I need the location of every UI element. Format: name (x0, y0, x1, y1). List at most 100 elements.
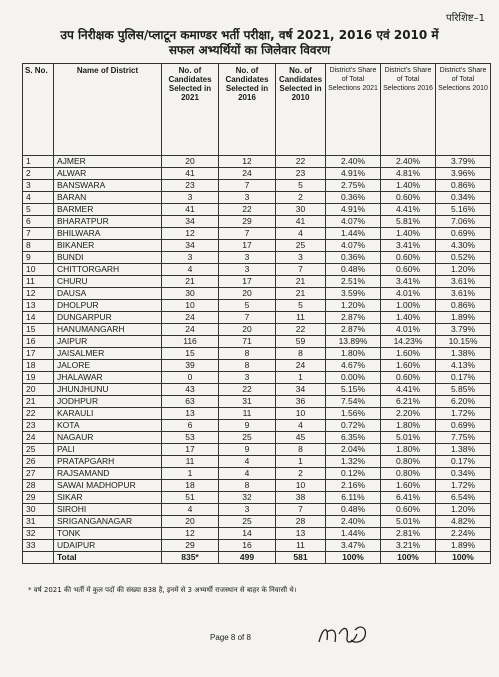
cell-district: PRATAPGARH (53, 455, 162, 468)
header-share-2010: District's Share of Total Selections 201… (435, 63, 491, 156)
cell-share-2016: 4.41% (380, 203, 436, 216)
cell-share-2010: 1.38% (435, 347, 491, 360)
cell-count-2010: 36 (275, 395, 326, 408)
cell-share-2016: 4.81% (380, 167, 436, 180)
cell-share-2010: 1.20% (435, 263, 491, 276)
cell-share-2016: 0.60% (380, 191, 436, 204)
cell-count-2021: 24 (161, 323, 219, 336)
cell-district: BHARATPUR (53, 215, 162, 228)
table-row: 3 BANSWARA 23 7 5 2.75% 1.40% 0.86% (22, 179, 491, 192)
table-row: 12 DAUSA 30 20 21 3.59% 4.01% 3.61% (22, 287, 491, 300)
table-row: 32 TONK 12 14 13 1.44% 2.81% 2.24% (22, 527, 491, 540)
cell-share-2016: 1.00% (380, 299, 436, 312)
cell-share-2010: 6.54% (435, 491, 491, 504)
table-row: 17 JAISALMER 15 8 8 1.80% 1.60% 1.38% (22, 347, 491, 360)
title-line-2: सफल अभ्यर्थियों का जिलेवार विवरण (168, 43, 331, 57)
cell-count-2016: 8 (218, 359, 276, 372)
cell-count-2010: 4 (275, 419, 326, 432)
total-count-2010: 581 (275, 551, 326, 564)
cell-share-2010: 7.06% (435, 215, 491, 228)
cell-share-2016: 0.60% (380, 371, 436, 384)
cell-share-2010: 5.85% (435, 383, 491, 396)
cell-sno: 8 (22, 239, 54, 252)
signature-mark (318, 626, 367, 643)
cell-count-2010: 4 (275, 227, 326, 240)
cell-district: TONK (53, 527, 162, 540)
cell-count-2010: 10 (275, 407, 326, 420)
cell-count-2016: 7 (218, 179, 276, 192)
cell-share-2010: 0.34% (435, 467, 491, 480)
table-row: 19 JHALAWAR 0 3 1 0.00% 0.60% 0.17% (22, 371, 491, 384)
cell-sno: 23 (22, 419, 54, 432)
cell-district: DUNGARPUR (53, 311, 162, 324)
header-count-2021: No. of Candidates Selected in 2021 (161, 63, 219, 156)
cell-share-2010: 0.69% (435, 419, 491, 432)
cell-share-2016: 1.40% (380, 311, 436, 324)
cell-share-2021: 2.75% (325, 179, 381, 192)
cell-share-2021: 4.67% (325, 359, 381, 372)
cell-district: JHALAWAR (53, 371, 162, 384)
cell-share-2021: 6.35% (325, 431, 381, 444)
cell-share-2010: 6.20% (435, 395, 491, 408)
cell-share-2021: 2.40% (325, 155, 381, 168)
cell-share-2016: 0.60% (380, 251, 436, 264)
cell-sno: 28 (22, 479, 54, 492)
cell-share-2021: 0.00% (325, 371, 381, 384)
cell-share-2021: 0.36% (325, 251, 381, 264)
cell-count-2016: 4 (218, 467, 276, 480)
cell-share-2021: 2.04% (325, 443, 381, 456)
cell-share-2010: 4.30% (435, 239, 491, 252)
cell-count-2016: 22 (218, 203, 276, 216)
cell-share-2021: 0.72% (325, 419, 381, 432)
cell-count-2010: 7 (275, 503, 326, 516)
cell-share-2021: 13.89% (325, 335, 381, 348)
cell-district: SRIGANGANAGAR (53, 515, 162, 528)
cell-count-2010: 3 (275, 251, 326, 264)
table-row: 28 SAWAI MADHOPUR 18 8 10 2.16% 1.60% 1.72% (22, 479, 491, 492)
table-row: 20 JHUNJHUNU 43 22 34 5.15% 4.41% 5.85% (22, 383, 491, 396)
header-count-2010: No. of Candidates Selected in 2010 (275, 63, 326, 156)
cell-share-2016: 0.80% (380, 455, 436, 468)
cell-share-2021: 0.36% (325, 191, 381, 204)
cell-count-2016: 8 (218, 347, 276, 360)
cell-sno: 18 (22, 359, 54, 372)
cell-share-2010: 1.89% (435, 311, 491, 324)
table-row: 10 CHITTORGARH 4 3 7 0.48% 0.60% 1.20% (22, 263, 491, 276)
cell-share-2021: 2.87% (325, 323, 381, 336)
cell-share-2016: 3.41% (380, 275, 436, 288)
cell-count-2021: 3 (161, 191, 219, 204)
cell-share-2021: 7.54% (325, 395, 381, 408)
cell-count-2016: 25 (218, 515, 276, 528)
cell-share-2016: 5.01% (380, 515, 436, 528)
cell-share-2010: 5.16% (435, 203, 491, 216)
cell-sno: 29 (22, 491, 54, 504)
cell-sno: 13 (22, 299, 54, 312)
cell-count-2021: 23 (161, 179, 219, 192)
cell-count-2021: 41 (161, 203, 219, 216)
table-row: 29 SIKAR 51 32 38 6.11% 6.41% 6.54% (22, 491, 491, 504)
cell-share-2016: 2.20% (380, 407, 436, 420)
cell-share-2021: 4.91% (325, 167, 381, 180)
cell-share-2016: 0.80% (380, 467, 436, 480)
cell-share-2021: 6.11% (325, 491, 381, 504)
cell-count-2021: 12 (161, 527, 219, 540)
cell-share-2010: 0.34% (435, 191, 491, 204)
cell-share-2010: 4.13% (435, 359, 491, 372)
cell-share-2010: 0.86% (435, 179, 491, 192)
cell-count-2021: 34 (161, 215, 219, 228)
total-row: Total 835* 499 581 100% 100% 100% (22, 551, 491, 564)
cell-count-2016: 7 (218, 311, 276, 324)
cell-share-2021: 0.12% (325, 467, 381, 480)
cell-sno: 9 (22, 251, 54, 264)
cell-count-2010: 11 (275, 311, 326, 324)
cell-share-2021: 2.40% (325, 515, 381, 528)
cell-count-2016: 3 (218, 263, 276, 276)
cell-count-2016: 5 (218, 299, 276, 312)
cell-count-2016: 3 (218, 191, 276, 204)
cell-sno: 14 (22, 311, 54, 324)
table-row: 4 BARAN 3 3 2 0.36% 0.60% 0.34% (22, 191, 491, 204)
total-share-2016: 100% (380, 551, 436, 564)
cell-share-2016: 1.40% (380, 227, 436, 240)
cell-sno: 10 (22, 263, 54, 276)
cell-count-2021: 1 (161, 467, 219, 480)
